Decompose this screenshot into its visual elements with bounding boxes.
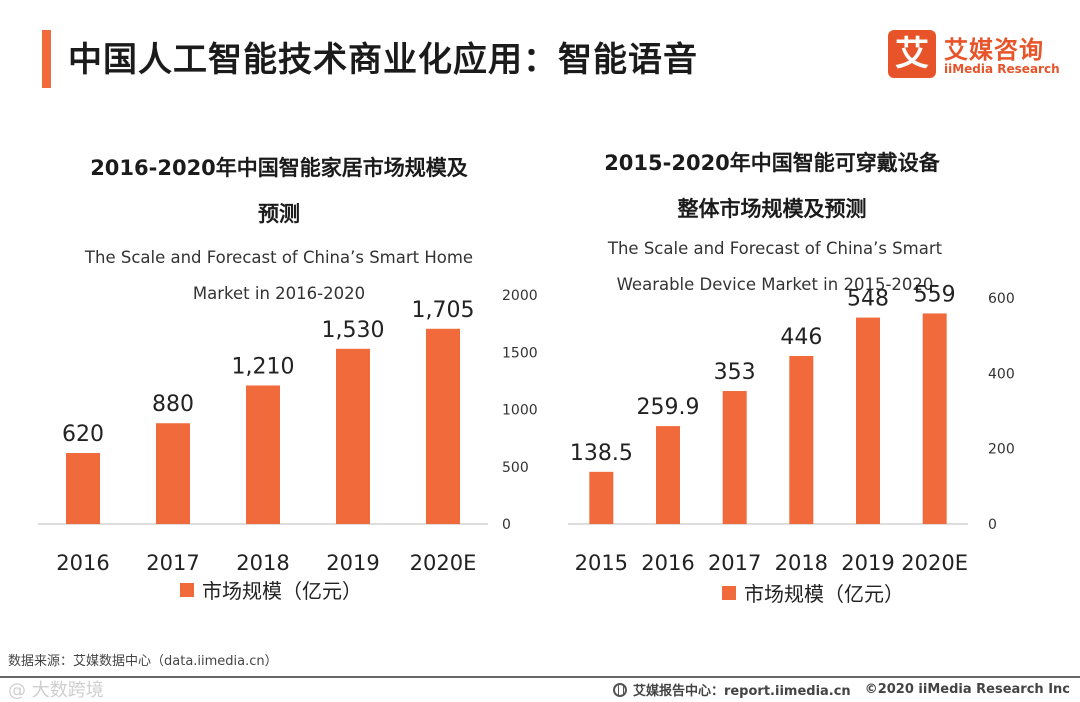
chart2-bar-2016 [656,426,680,524]
chart1-y-tick-label: 1500 [502,345,538,361]
chart1-x-tick-label: 2017 [146,551,199,575]
chart2-x-tick-label: 2016 [641,551,694,575]
brand-logo: 艾 艾媒咨询 iiMedia Research [888,30,1068,82]
chart2-bar-2020e [922,313,947,524]
chart1-data-label: 880 [152,392,194,417]
chart1-data-label: 1,210 [232,354,295,379]
chart1-x-tick-label: 2016 [56,551,109,575]
chart2-y-tick-label: 600 [988,291,1015,307]
chart1-bar-2017 [156,423,190,524]
chart1-y-tick-label: 2000 [502,288,538,304]
chart1-bar-2020e [426,328,460,524]
logo-chinese-name: 艾媒咨询 [944,36,1044,64]
chart1-bar-2018 [246,385,280,524]
chart2-data-label: 259.9 [637,395,700,420]
chart2-y-tick-label: 200 [988,442,1015,458]
copyright-text: ©2020 iiMedia Research Inc [864,682,1070,697]
chart1-x-tick-label: 2020E [410,551,477,575]
chart2-bar-2019 [856,317,880,524]
data-source-note: 数据来源：艾媒数据中心（data.iimedia.cn） [8,654,278,669]
chart1-title: 2016-2020年中国智能家居市场规模及 预测 [40,145,518,237]
logo-english-name: iiMedia Research [944,62,1060,76]
chart2-bar-2017 [722,391,747,524]
chart2-data-label: 446 [780,325,822,350]
chart2-data-label: 559 [914,282,956,307]
chart2-title-line2: 整体市场规模及预测 [677,197,867,221]
chart1-subtitle-line2: Market in 2016-2020 [192,284,366,303]
chart2-title: 2015-2020年中国智能可穿戴设备 整体市场规模及预测 [562,140,982,232]
footer-credits: 艾媒报告中心：report.iimedia.cn ©2020 iiMedia R… [612,680,1070,699]
chart1-legend-label: 市场规模（亿元） [202,579,362,603]
chart2-y-tick-label: 0 [988,517,997,533]
chart1-y-tick-label: 0 [502,517,511,533]
chart2-bar-2015 [589,471,614,524]
logo-mark-icon: 艾 [888,30,936,78]
chart2-subtitle-line1: The Scale and Forecast of China’s Smart [607,239,943,258]
chart2-data-label: 548 [847,287,889,312]
chart1-y-tick-label: 500 [502,460,529,476]
report-center-link[interactable]: 艾媒报告中心：report.iimedia.cn [632,684,851,699]
chart1-title-line1: 2016-2020年中国智能家居市场规模及 [90,156,468,180]
chart2-x-tick-label: 2018 [775,551,828,575]
chart1-data-label: 620 [62,422,104,447]
chart1-x-tick-label: 2019 [326,551,379,575]
chart1-bar-2016 [66,453,100,524]
chart2-legend-swatch [722,585,736,600]
footer-divider [0,676,1080,678]
chart2-y-tick-label: 400 [988,366,1015,382]
chart2-data-label: 138.5 [570,441,633,466]
page-title: 中国人工智能技术商业化应用：智能语音 [68,40,698,80]
watermark: @ 大数跨境 [8,680,104,701]
chart1-subtitle: The Scale and Forecast of China’s Smart … [40,240,518,312]
chart1-data-label: 1,705 [412,298,475,323]
chart2-legend-label: 市场规模（亿元） [744,582,904,606]
chart2-subtitle-line2: Wearable Device Market in 2015-2020 [616,275,934,294]
chart1-subtitle-line1: The Scale and Forecast of China’s Smart … [84,248,474,267]
globe-icon [612,682,627,697]
chart2-bar-2018 [789,356,814,524]
chart1-bar-2019 [336,348,370,524]
chart2-x-tick-label: 2017 [708,551,761,575]
chart2-x-tick-label: 2019 [841,551,894,575]
chart2-subtitle: The Scale and Forecast of China’s Smart … [565,231,985,303]
chart2-x-tick-label: 2015 [575,551,628,575]
chart1-data-label: 1,530 [322,318,385,343]
chart1-legend-swatch [180,582,194,597]
chart1-x-tick-label: 2018 [236,551,289,575]
chart1-legend: 市场规模（亿元） [180,575,362,604]
title-accent-bar [42,30,51,88]
chart2-legend: 市场规模（亿元） [722,578,904,607]
chart2-data-label: 353 [714,360,756,385]
chart2-title-line1: 2015-2020年中国智能可穿戴设备 [604,151,940,175]
chart1-title-line2: 预测 [258,202,300,226]
chart1-y-tick-label: 1000 [502,403,538,419]
chart2-x-tick-label: 2020E [901,551,968,575]
